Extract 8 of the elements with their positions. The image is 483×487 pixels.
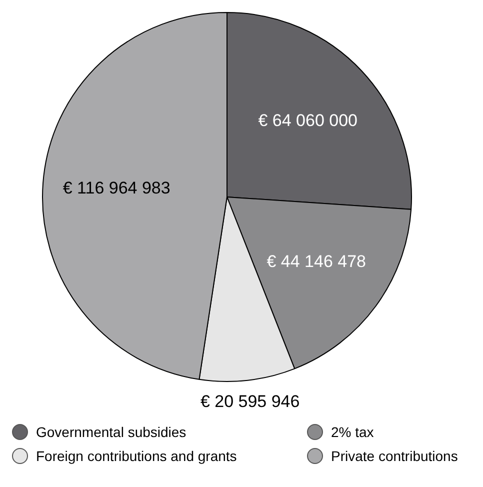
legend-label: Governmental subsidies bbox=[36, 424, 186, 440]
data-label: € 64 060 000 bbox=[258, 111, 358, 130]
legend-label: Private contributions bbox=[331, 448, 458, 464]
legend-label: Foreign contributions and grants bbox=[36, 448, 237, 464]
legend-label: 2% tax bbox=[331, 424, 374, 440]
data-label: € 20 595 946 bbox=[200, 392, 300, 411]
data-label: € 44 146 478 bbox=[266, 252, 366, 272]
data-label: € 116 964 983 bbox=[62, 178, 170, 198]
